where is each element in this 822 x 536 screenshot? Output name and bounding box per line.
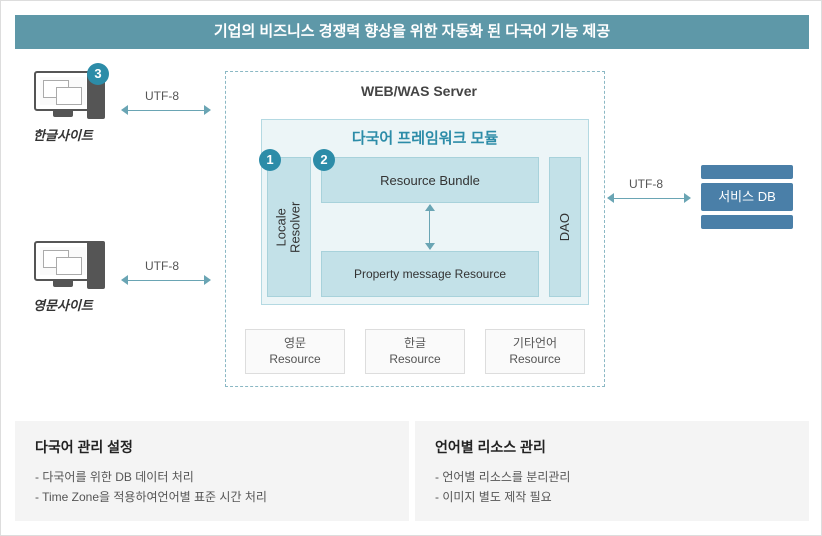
info-right-item: - 이미지 별도 제작 필요 <box>435 487 789 507</box>
info-multilang-settings: 다국어 관리 설정 - 다국어를 위한 DB 데이터 처리 - Time Zon… <box>15 421 409 521</box>
korean-site-label: 한글사이트 <box>23 125 103 144</box>
badge-2: 2 <box>313 149 335 171</box>
property-message-box: Property message Resource <box>321 251 539 297</box>
service-db-label: 서비스 DB <box>701 183 793 211</box>
badge-1: 1 <box>259 149 281 171</box>
info-right-item: - 언어별 리소스를 분리관리 <box>435 467 789 487</box>
utf8-label: UTF-8 <box>145 259 179 273</box>
korean-site-computer: 3 한글사이트 <box>23 71 103 144</box>
info-lang-resources: 언어별 리소스 관리 - 언어별 리소스를 분리관리 - 이미지 별도 제작 필… <box>415 421 809 521</box>
badge-3: 3 <box>87 63 109 85</box>
dao-label: DAO <box>558 213 572 241</box>
arrow-db-utf8: UTF-8 <box>607 193 691 203</box>
title-bar: 기업의 비즈니스 경쟁력 향상을 위한 자동화 된 다국어 기능 제공 <box>15 15 809 49</box>
info-left-item: - 다국어를 위한 DB 데이터 처리 <box>35 467 389 487</box>
english-site-label: 영문사이트 <box>23 295 103 314</box>
arrow-korean-utf8: UTF-8 <box>121 105 211 115</box>
server-title: WEB/WAS Server <box>361 83 477 99</box>
resource-ko-box: 한글Resource <box>365 329 465 374</box>
locale-resolver-box: LocaleResolver <box>267 157 311 297</box>
info-left-item: - Time Zone을 적용하여언어별 표준 시간 처리 <box>35 487 389 507</box>
service-db: 서비스 DB <box>701 165 793 233</box>
framework-module-title: 다국어 프레임워크 모듈 <box>261 127 589 148</box>
resource-en-box: 영문Resource <box>245 329 345 374</box>
utf8-label: UTF-8 <box>145 89 179 103</box>
resource-bundle-box: Resource Bundle <box>321 157 539 203</box>
dao-box: DAO <box>549 157 581 297</box>
diagram-canvas: 기업의 비즈니스 경쟁력 향상을 위한 자동화 된 다국어 기능 제공 3 한글… <box>0 0 822 536</box>
utf8-label: UTF-8 <box>629 177 663 191</box>
info-left-title: 다국어 관리 설정 <box>35 437 389 457</box>
locale-resolver-label: LocaleResolver <box>275 201 304 252</box>
resource-other-box: 기타언어Resource <box>485 329 585 374</box>
arrow-english-utf8: UTF-8 <box>121 275 211 285</box>
vertical-arrow-icon <box>425 205 435 249</box>
info-right-title: 언어별 리소스 관리 <box>435 437 789 457</box>
english-site-computer: 영문사이트 <box>23 241 103 314</box>
